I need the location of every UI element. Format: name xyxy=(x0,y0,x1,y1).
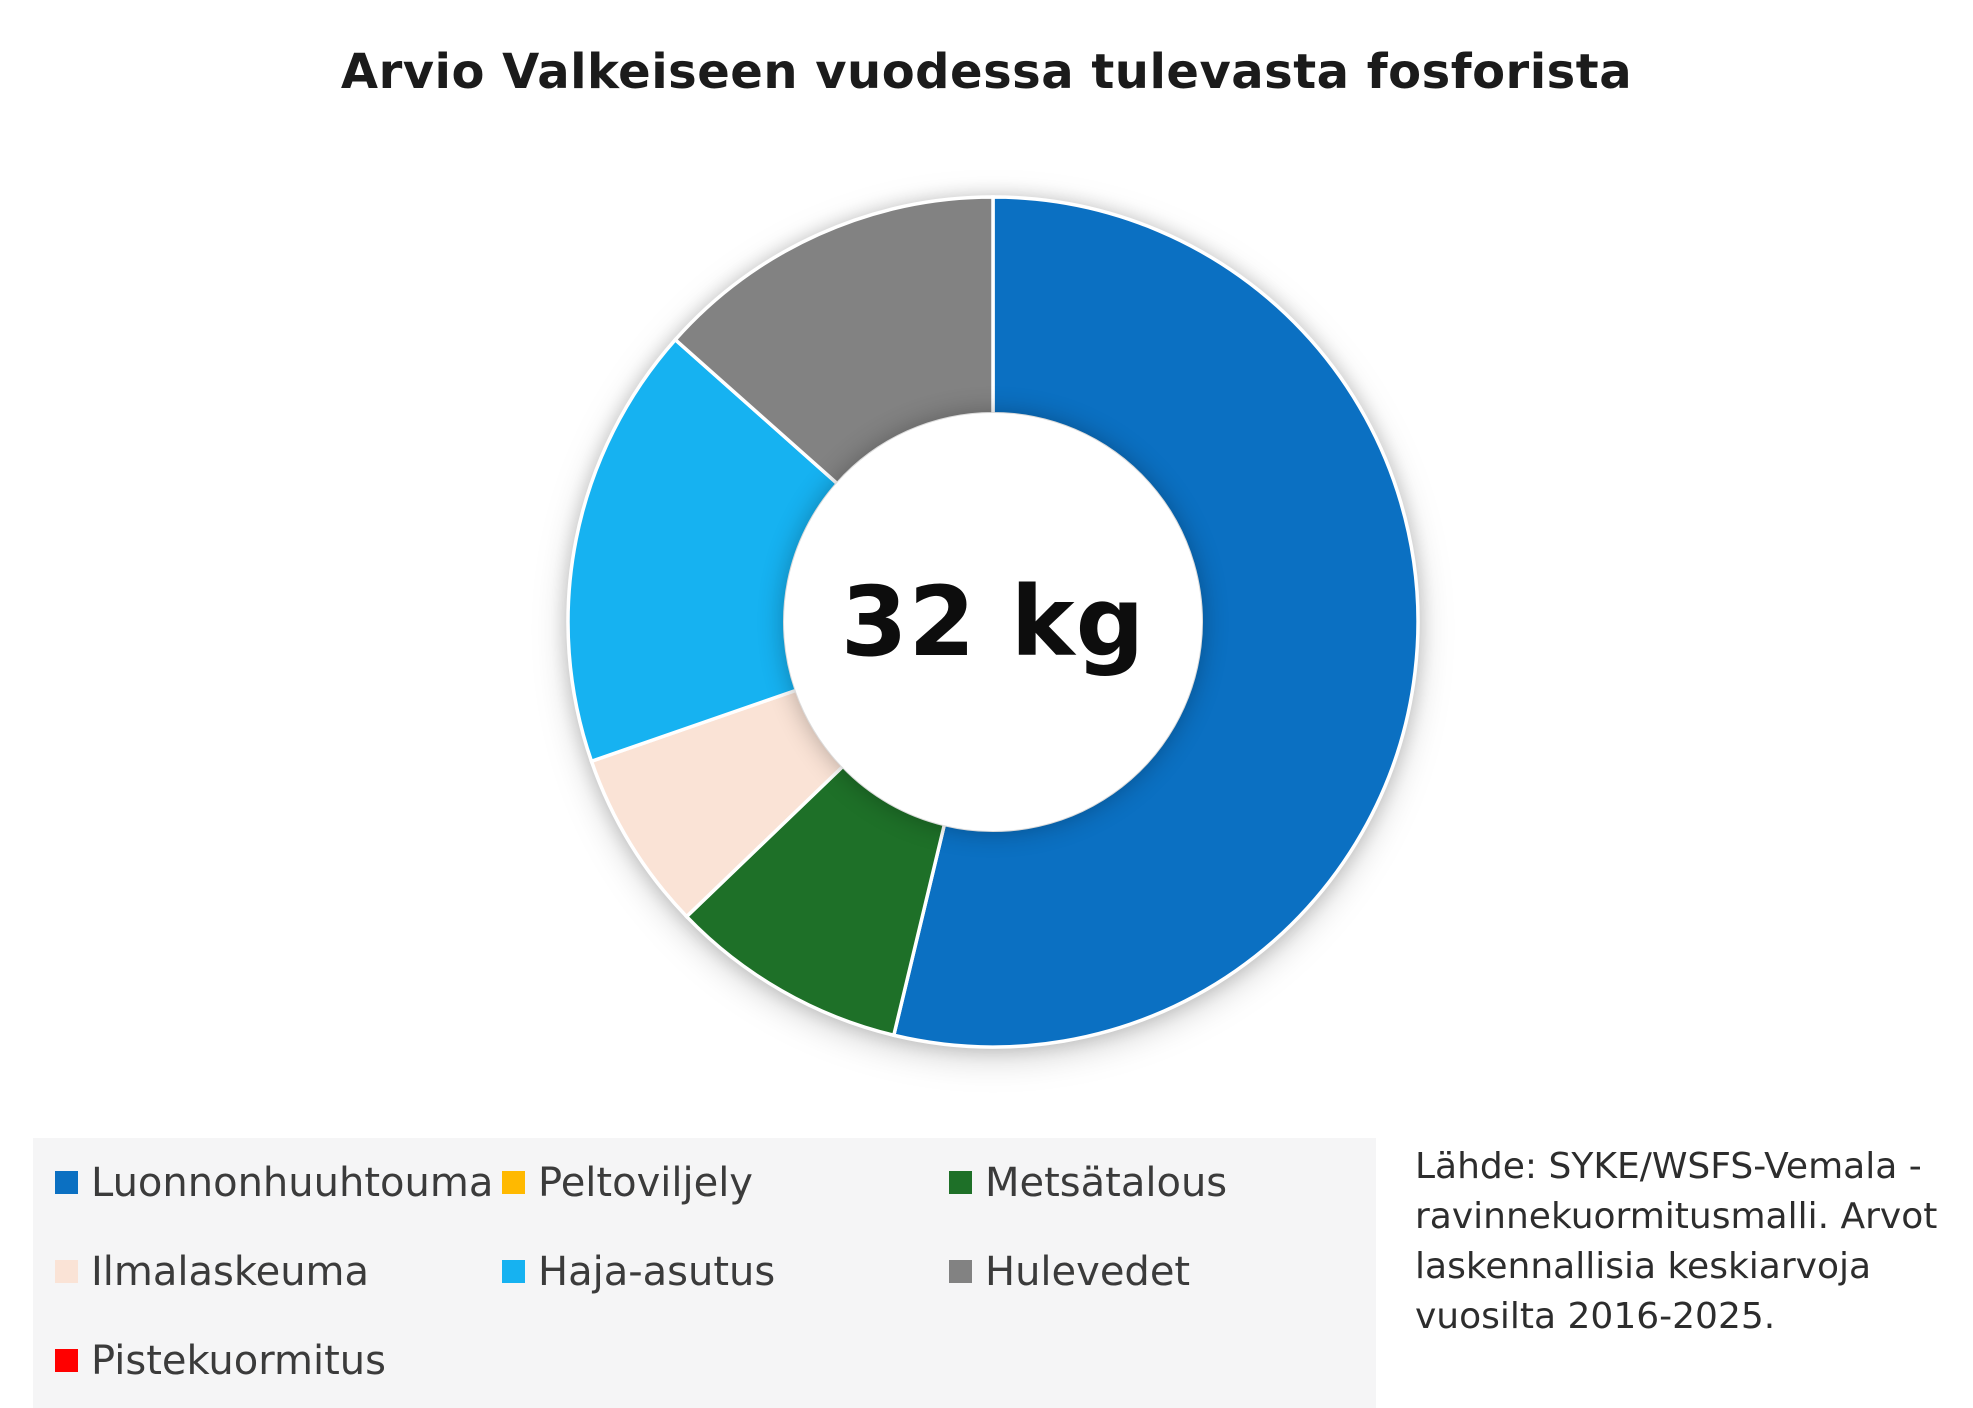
legend-item-metsätalous[interactable]: Metsätalous xyxy=(949,1160,1376,1206)
legend-swatch-icon xyxy=(55,1171,78,1194)
legend-label: Pistekuormitus xyxy=(91,1337,386,1384)
legend-item-ilmalaskeuma[interactable]: Ilmalaskeuma xyxy=(55,1249,502,1295)
source-note: Lähde: SYKE/WSFS-Vemala -ravinnekuormitu… xyxy=(1415,1146,1938,1337)
legend-swatch-icon xyxy=(55,1260,78,1283)
legend-swatch-icon xyxy=(55,1349,78,1372)
legend-swatch-icon xyxy=(949,1171,972,1194)
legend-item-peltoviljely[interactable]: Peltoviljely xyxy=(502,1160,949,1206)
legend-swatch-icon xyxy=(502,1260,525,1283)
legend-item-hulevedet[interactable]: Hulevedet xyxy=(949,1249,1376,1295)
legend-label: Metsätalous xyxy=(985,1159,1228,1206)
donut-hole: 32 kg xyxy=(784,413,1202,831)
legend-label: Peltoviljely xyxy=(538,1159,753,1206)
legend-label: Hulevedet xyxy=(985,1248,1191,1295)
donut-center-value: 32 kg xyxy=(840,566,1146,678)
legend-item-luonnonhuuhtouma[interactable]: Luonnonhuuhtouma xyxy=(55,1160,502,1206)
legend: Luonnonhuuhtouma Peltoviljely Metsätalous I… xyxy=(33,1138,1376,1408)
legend-label: Luonnonhuuhtouma xyxy=(91,1159,494,1206)
legend-label: Haja-asutus xyxy=(538,1248,776,1295)
donut-chart xyxy=(566,195,1420,1049)
legend-item-pistekuormitus[interactable]: Pistekuormitus xyxy=(55,1338,502,1384)
legend-swatch-icon xyxy=(502,1171,525,1194)
chart-title: Arvio Valkeiseen vuodessa tulevasta fosf… xyxy=(340,44,1633,100)
legend-swatch-icon xyxy=(949,1260,972,1283)
legend-label: Ilmalaskeuma xyxy=(91,1248,370,1295)
legend-item-haja-asutus[interactable]: Haja-asutus xyxy=(502,1249,949,1295)
